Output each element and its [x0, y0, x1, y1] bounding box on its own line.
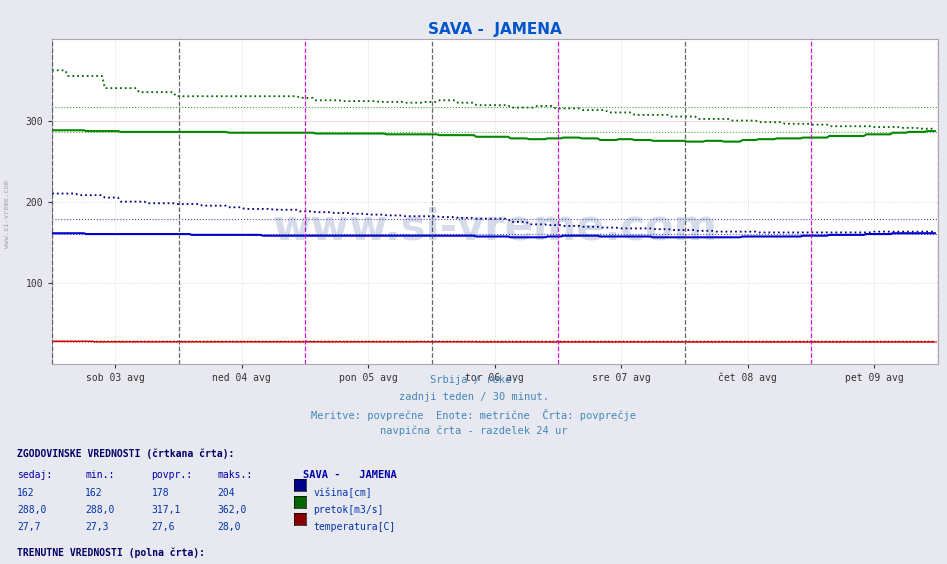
Text: Srbija / reke.: Srbija / reke. — [430, 375, 517, 385]
Text: 362,0: 362,0 — [218, 505, 247, 515]
Text: min.:: min.: — [85, 470, 115, 480]
Text: 28,0: 28,0 — [218, 522, 241, 532]
Text: navpična črta - razdelek 24 ur: navpična črta - razdelek 24 ur — [380, 426, 567, 437]
Text: temperatura[C]: temperatura[C] — [313, 522, 396, 532]
Text: sedaj:: sedaj: — [17, 470, 52, 480]
Title: SAVA -  JAMENA: SAVA - JAMENA — [428, 22, 562, 37]
Text: 288,0: 288,0 — [85, 505, 115, 515]
Text: 27,3: 27,3 — [85, 522, 109, 532]
Text: 288,0: 288,0 — [17, 505, 46, 515]
Text: Meritve: povprečne  Enote: metrične  Črta: povprečje: Meritve: povprečne Enote: metrične Črta:… — [311, 409, 636, 421]
Text: ZGODOVINSKE VREDNOSTI (črtkana črta):: ZGODOVINSKE VREDNOSTI (črtkana črta): — [17, 448, 235, 459]
Text: 317,1: 317,1 — [152, 505, 181, 515]
Text: zadnji teden / 30 minut.: zadnji teden / 30 minut. — [399, 392, 548, 402]
Text: 178: 178 — [152, 488, 170, 498]
Text: maks.:: maks.: — [218, 470, 253, 480]
Text: 162: 162 — [17, 488, 35, 498]
Text: 204: 204 — [218, 488, 236, 498]
Text: povpr.:: povpr.: — [152, 470, 192, 480]
Text: višina[cm]: višina[cm] — [313, 488, 372, 498]
Text: www.si-vreme.com: www.si-vreme.com — [4, 180, 9, 248]
Text: 162: 162 — [85, 488, 103, 498]
Text: www.si-vreme.com: www.si-vreme.com — [273, 206, 717, 249]
Text: SAVA -   JAMENA: SAVA - JAMENA — [303, 470, 397, 480]
Text: 27,7: 27,7 — [17, 522, 41, 532]
Text: TRENUTNE VREDNOSTI (polna črta):: TRENUTNE VREDNOSTI (polna črta): — [17, 547, 205, 558]
Text: 27,6: 27,6 — [152, 522, 175, 532]
Text: pretok[m3/s]: pretok[m3/s] — [313, 505, 384, 515]
